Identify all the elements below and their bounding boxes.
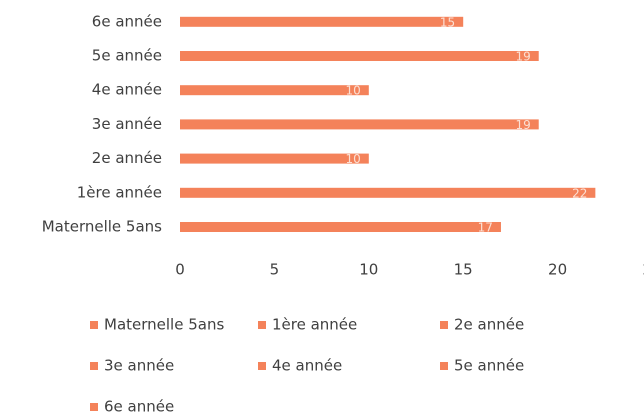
- value-label: 22: [572, 186, 587, 200]
- value-label: 19: [515, 118, 530, 132]
- legend-marker: [90, 362, 98, 370]
- y-tick-label: 3e année: [92, 115, 162, 133]
- legend-label: 3e année: [104, 357, 174, 375]
- value-label: 19: [515, 50, 530, 64]
- y-tick-label: 4e année: [92, 81, 162, 99]
- bar: [180, 153, 369, 164]
- x-tick-label: 5: [270, 261, 280, 279]
- legend-marker: [440, 321, 448, 329]
- x-tick-label: 20: [548, 261, 567, 279]
- bar: [180, 51, 539, 61]
- bar: [180, 222, 501, 232]
- x-tick-label: 25: [642, 261, 644, 279]
- x-tick-label: 0: [175, 261, 185, 279]
- legend-marker: [90, 321, 98, 329]
- y-tick-label: 6e année: [92, 12, 162, 30]
- legend-label: Maternelle 5ans: [104, 316, 224, 334]
- x-tick-label: 10: [359, 261, 378, 279]
- legend-label: 6e année: [104, 398, 174, 416]
- bar: [180, 85, 369, 96]
- bar: [180, 119, 539, 130]
- legend-label: 4e année: [272, 357, 342, 375]
- legend-marker: [440, 362, 448, 370]
- x-tick-label: 15: [454, 261, 473, 279]
- value-label: 10: [346, 84, 361, 98]
- y-tick-label: 5e année: [92, 47, 162, 65]
- bar: [180, 16, 464, 27]
- legend-marker: [258, 321, 266, 329]
- bar: [180, 187, 596, 198]
- value-label: 17: [478, 221, 493, 235]
- legend-label: 2e année: [454, 316, 524, 334]
- legend-label: 5e année: [454, 357, 524, 375]
- legend-label: 1ère année: [272, 316, 357, 334]
- y-tick-label: Maternelle 5ans: [42, 218, 162, 236]
- y-tick-label: 2e année: [92, 149, 162, 167]
- value-label: 10: [346, 152, 361, 166]
- legend-marker: [258, 362, 266, 370]
- y-tick-label: 1ère année: [77, 183, 162, 201]
- value-label: 15: [440, 15, 455, 29]
- legend-marker: [90, 403, 98, 411]
